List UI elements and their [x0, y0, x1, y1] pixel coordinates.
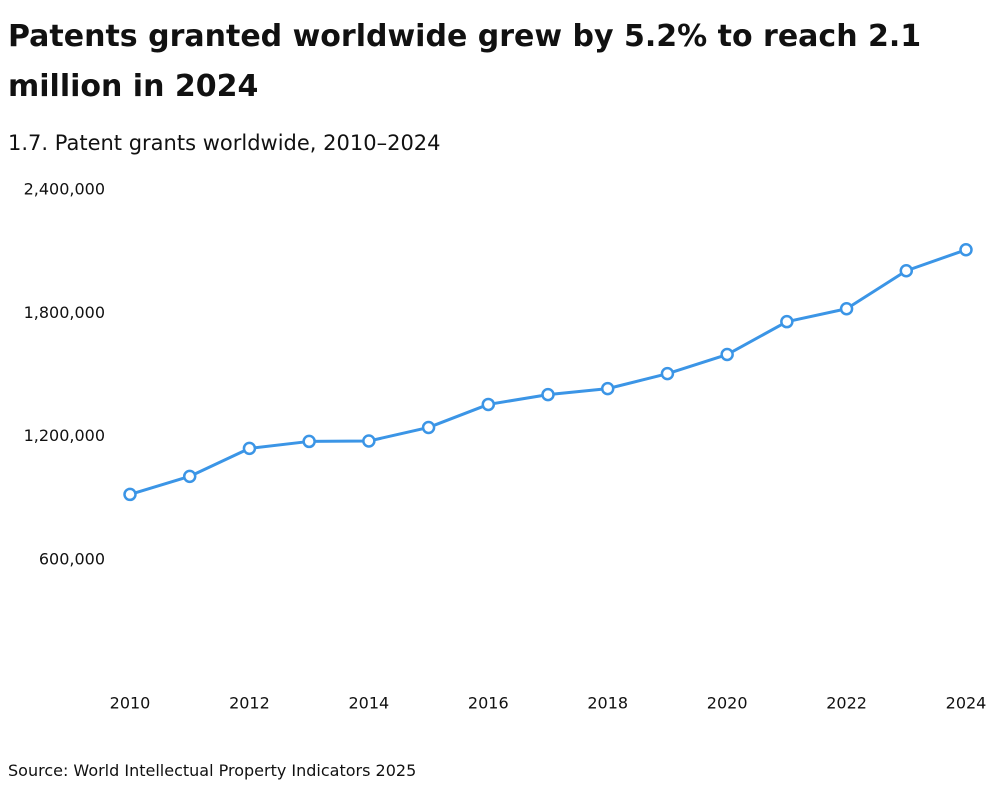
x-tick-label: 2022 [826, 694, 867, 713]
point [184, 471, 195, 482]
line [130, 250, 966, 495]
point [125, 489, 136, 500]
chart-subtitle: 1.7. Patent grants worldwide, 2010–2024 [8, 131, 441, 155]
point [781, 316, 792, 327]
point [543, 389, 554, 400]
source: Source: World Intellectual Property Indi… [8, 761, 416, 780]
point [304, 436, 315, 447]
point [901, 265, 912, 276]
chart-title: Patents granted worldwide grew by 5.2% t… [8, 19, 921, 104]
x-tick-label: 2024 [946, 694, 987, 713]
x-tick-label: 2018 [587, 694, 628, 713]
y-tick-label: 600,000 [39, 549, 105, 568]
point [841, 303, 852, 314]
y-tick-label: 2,400,000 [24, 180, 105, 199]
x-tick-label: 2016 [468, 694, 509, 713]
point [483, 399, 494, 410]
x-tick-label: 2020 [707, 694, 748, 713]
x-tick-label: 2012 [229, 694, 270, 713]
point [602, 383, 613, 394]
point [244, 443, 255, 454]
y-tick-label: 1,200,000 [24, 426, 105, 445]
point [423, 422, 434, 433]
point [363, 436, 374, 447]
x-tick-label: 2010 [110, 694, 151, 713]
point [722, 349, 733, 360]
point [961, 244, 972, 255]
x-tick-label: 2014 [348, 694, 389, 713]
y-tick-label: 1,800,000 [24, 303, 105, 322]
point [662, 368, 673, 379]
